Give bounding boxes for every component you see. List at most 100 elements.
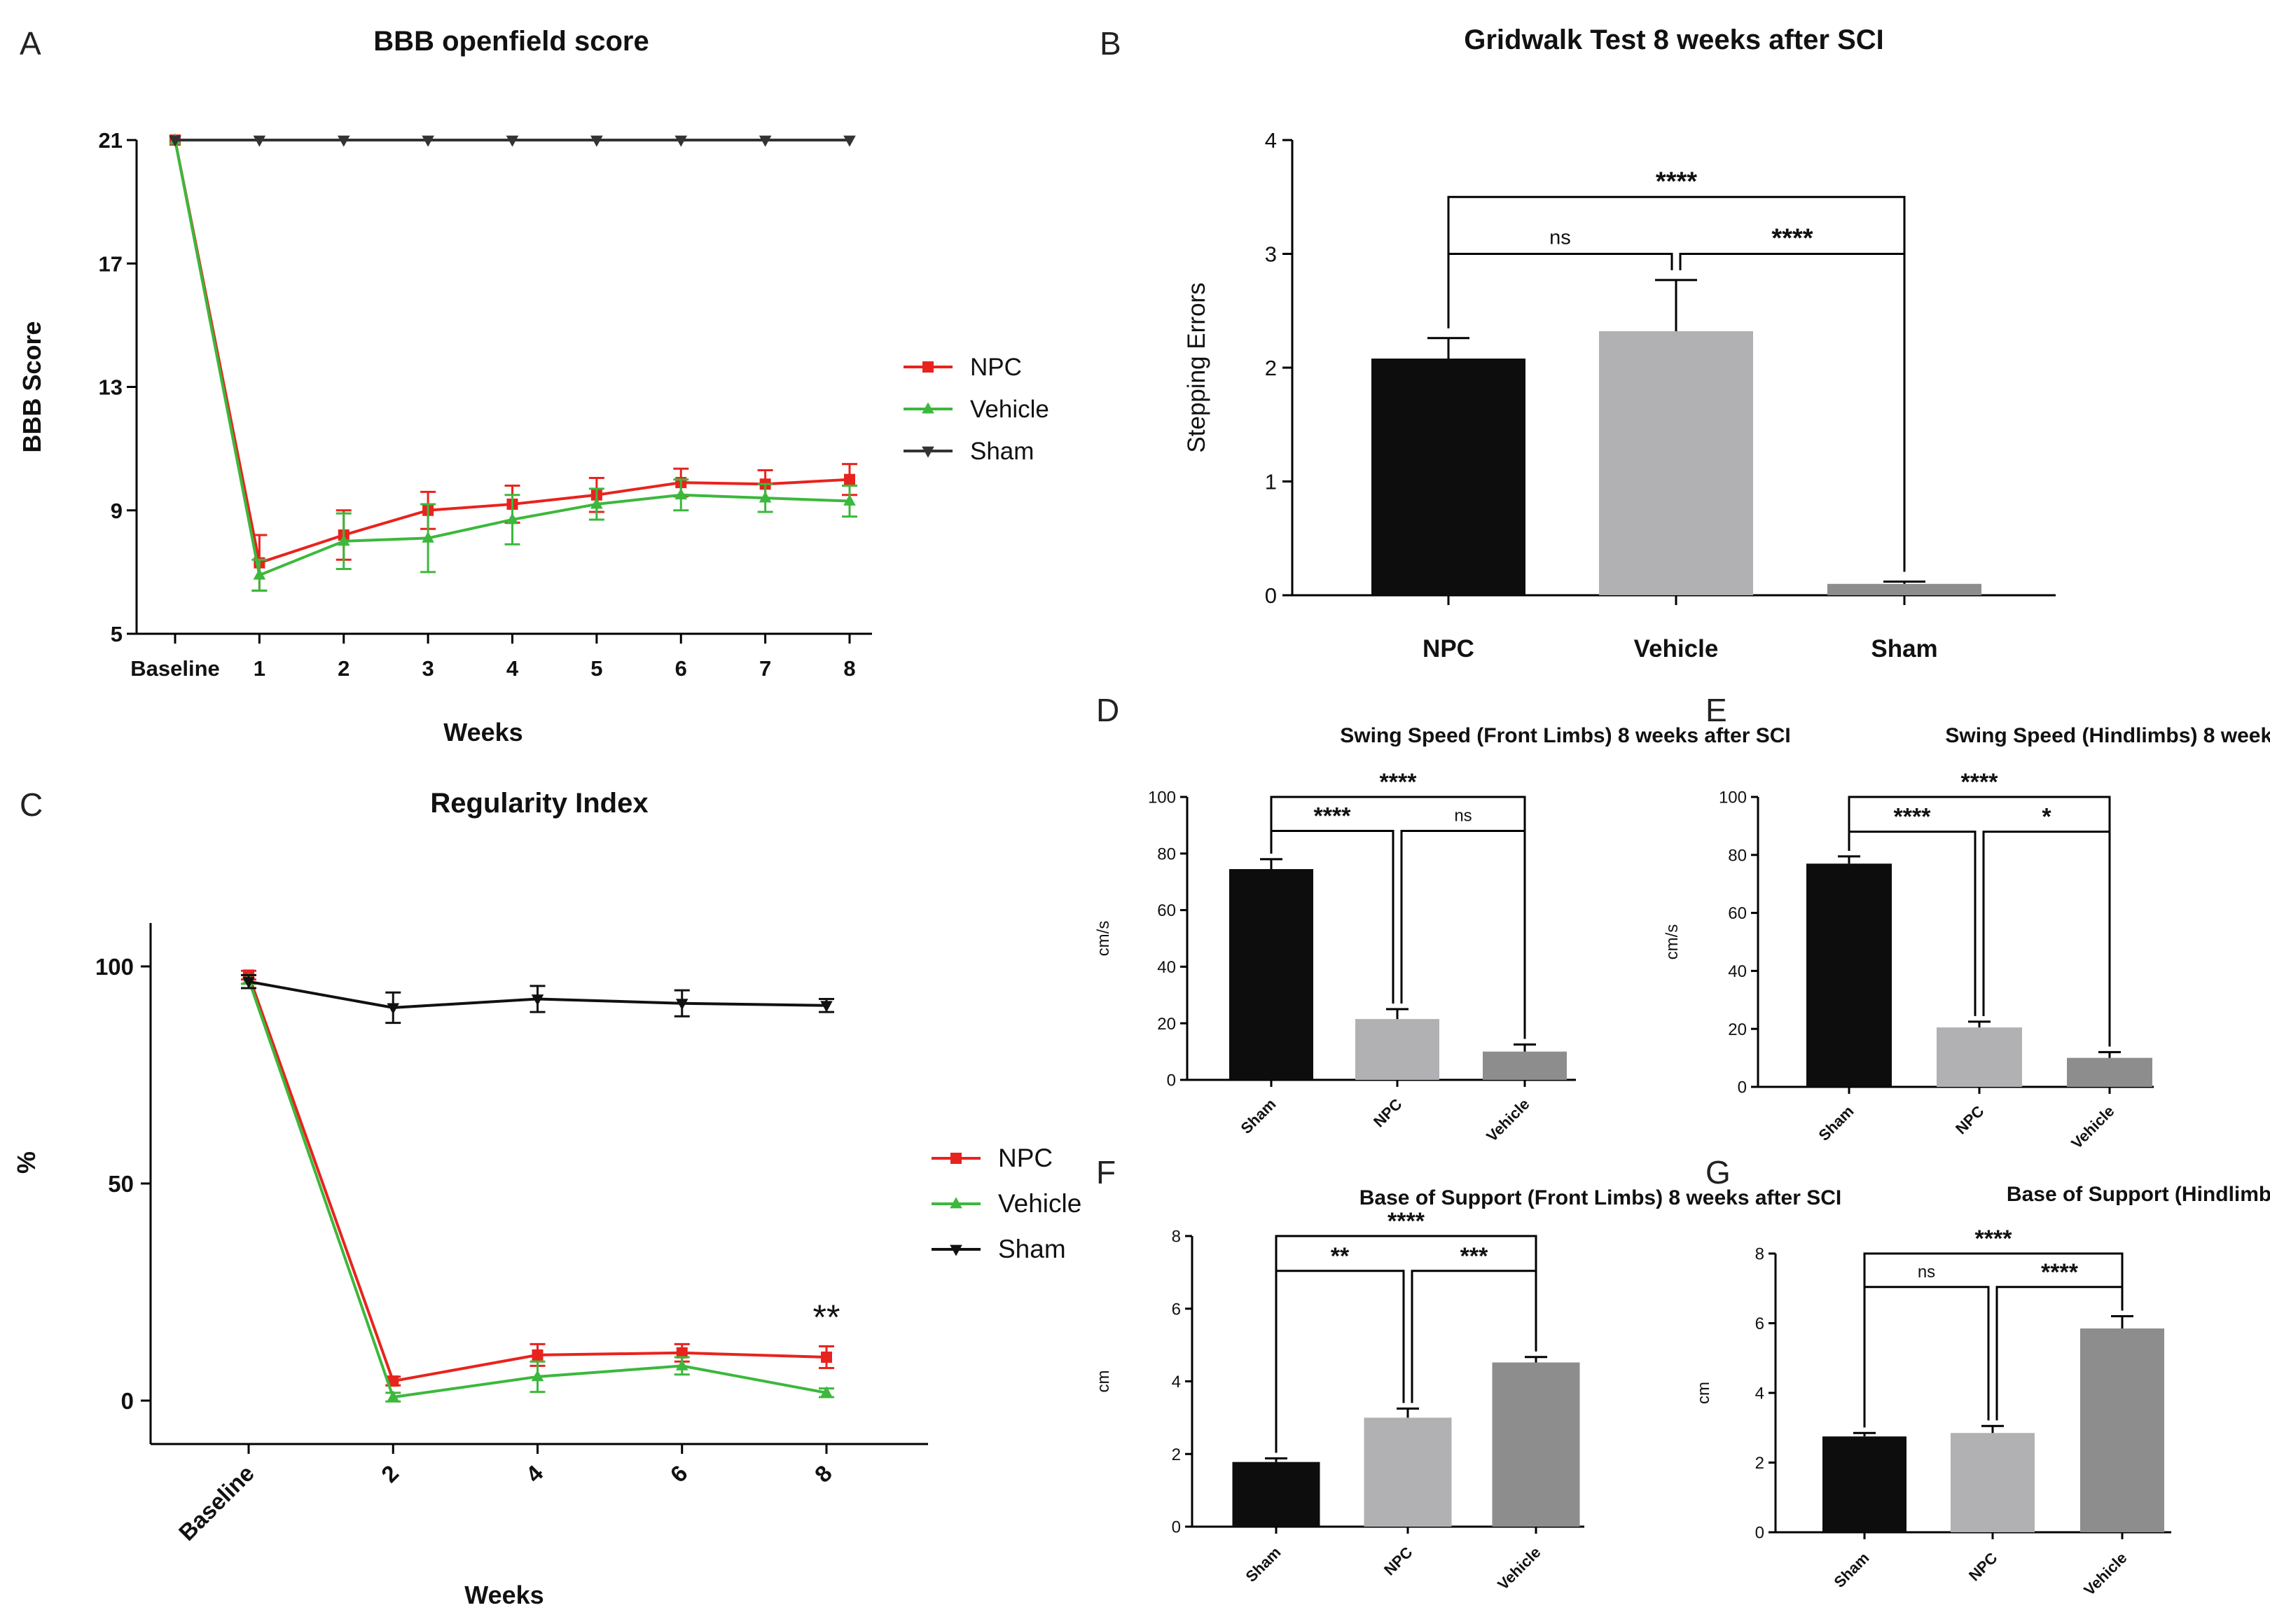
marker-triangle-up bbox=[922, 402, 934, 414]
y-tick-label: 20 bbox=[1157, 1015, 1176, 1034]
x-tick-label: 7 bbox=[759, 656, 771, 681]
legend-label-sham: Sham bbox=[998, 1235, 1066, 1263]
y-tick-label: 4 bbox=[1265, 128, 1277, 153]
marker-triangle-up bbox=[950, 1197, 962, 1209]
series-line-npc bbox=[247, 974, 827, 1383]
y-tick-label: 100 bbox=[1148, 789, 1176, 807]
marker-triangle-up bbox=[843, 494, 856, 506]
marker-triangle-up bbox=[675, 1359, 688, 1370]
marker-triangle-up bbox=[531, 1370, 544, 1382]
panel-G: G Base of Support (Hindlimbs) 8 weeks aft… bbox=[1694, 1154, 2270, 1599]
x-tick-label: Vehicle bbox=[1494, 1543, 1544, 1593]
x-tick-label: 6 bbox=[665, 1460, 693, 1487]
bar-npc bbox=[1355, 1019, 1439, 1080]
marker-square bbox=[676, 1347, 688, 1359]
marker-triangle-down bbox=[759, 135, 772, 147]
bar-npc bbox=[1937, 1027, 2022, 1087]
panel-E: E Swing Speed (Hindlimbs) 8 weeks after S… bbox=[1663, 692, 2270, 1152]
y-tick-label: 1 bbox=[1265, 470, 1277, 494]
significance-bracket bbox=[1679, 253, 1906, 572]
significance-label: **** bbox=[2041, 1259, 2079, 1286]
significance-bracket bbox=[1270, 829, 1394, 1004]
significance-label: ns bbox=[1454, 806, 1472, 825]
marker-square bbox=[532, 1349, 544, 1361]
legend-label-vehicle: Vehicle bbox=[970, 396, 1049, 423]
bar-sham bbox=[1822, 1436, 1906, 1532]
x-tick-label: Sham bbox=[1830, 1549, 1872, 1591]
marker-triangle-up bbox=[590, 497, 603, 509]
y-tick-label: 0 bbox=[121, 1388, 134, 1414]
y-tick-label: 0 bbox=[1738, 1078, 1747, 1097]
y-tick-label: 2 bbox=[1172, 1445, 1181, 1464]
significance-bracket bbox=[1863, 1286, 1990, 1428]
x-tick-label: 5 bbox=[590, 656, 602, 681]
marker-triangle-up bbox=[387, 1390, 400, 1402]
significance-label: **** bbox=[1975, 1226, 2013, 1252]
y-tick-label: 6 bbox=[1172, 1300, 1181, 1319]
chart-title: Gridwalk Test 8 weeks after SCI bbox=[1464, 25, 1884, 55]
x-tick-label: NPC bbox=[1380, 1543, 1416, 1579]
y-tick-label: 17 bbox=[99, 251, 123, 276]
x-tick-label: 2 bbox=[376, 1460, 403, 1487]
panel-B: B Gridwalk Test 8 weeks after SCI 0 1 2 3 4 Ste… bbox=[1100, 25, 2056, 662]
x-tick-label: Sham bbox=[1242, 1543, 1284, 1585]
y-axis-label: cm/s bbox=[1663, 924, 1682, 960]
x-tick-label: NPC bbox=[1952, 1102, 1988, 1138]
significance-bracket bbox=[1848, 831, 1977, 1016]
significance-label: **** bbox=[1380, 769, 1418, 796]
bar-sham bbox=[1232, 1462, 1320, 1527]
panel-C: C Regularity Index 0 50 100% Baseline 2 4 6 8 Week… bbox=[12, 786, 1081, 1609]
x-tick-label: Vehicle bbox=[2080, 1549, 2130, 1599]
significance-label: *** bbox=[1460, 1243, 1488, 1270]
x-tick-label: Vehicle bbox=[2068, 1102, 2117, 1152]
chart-title: Base of Support (Hindlimbs) 8 weeks afte… bbox=[2007, 1183, 2270, 1206]
marker-triangle-down bbox=[950, 1244, 962, 1256]
marker-triangle-down bbox=[169, 135, 181, 147]
marker-square bbox=[950, 1153, 962, 1164]
y-tick-label: 13 bbox=[99, 375, 123, 400]
panel-label: F bbox=[1096, 1154, 1116, 1191]
significance-label: **** bbox=[1894, 804, 1932, 831]
significance-bracket bbox=[1411, 1270, 1537, 1403]
panel-F: F Base of Support (Front Limbs) 8 weeks a… bbox=[1094, 1154, 1841, 1593]
marker-triangle-up bbox=[337, 534, 350, 546]
marker-triangle-down bbox=[253, 135, 266, 147]
marker-square bbox=[821, 1352, 832, 1363]
legend-label-sham: Sham bbox=[970, 438, 1034, 465]
bar-vehicle bbox=[2080, 1328, 2164, 1532]
x-tick-label: 4 bbox=[506, 656, 519, 681]
significance-label: ** bbox=[1331, 1243, 1350, 1270]
y-tick-label: 0 bbox=[1265, 583, 1277, 608]
bar-sham bbox=[1827, 583, 1981, 595]
y-tick-label: 2 bbox=[1265, 356, 1277, 380]
x-tick-label: Vehicle bbox=[1634, 635, 1719, 662]
x-tick-label: 2 bbox=[338, 656, 350, 681]
marker-triangle-down bbox=[922, 446, 934, 458]
legend-label-npc: NPC bbox=[970, 354, 1022, 381]
y-tick-label: 100 bbox=[1719, 789, 1747, 807]
marker-triangle-down bbox=[337, 135, 350, 147]
y-tick-label: 40 bbox=[1157, 958, 1176, 977]
y-tick-label: 9 bbox=[111, 499, 123, 523]
significance-label: **** bbox=[1314, 803, 1352, 829]
series-line-vehicle bbox=[247, 978, 827, 1399]
y-tick-label: 80 bbox=[1157, 845, 1176, 863]
marker-triangle-down bbox=[675, 999, 688, 1011]
marker-triangle-down bbox=[674, 135, 688, 147]
y-tick-label: 4 bbox=[1755, 1384, 1764, 1403]
marker-triangle-up bbox=[422, 531, 434, 543]
x-tick-label: Vehicle bbox=[1483, 1095, 1532, 1145]
y-tick-label: 60 bbox=[1157, 901, 1176, 920]
marker-triangle-down bbox=[506, 135, 519, 147]
chart-title: Base of Support (Front Limbs) 8 weeks af… bbox=[1359, 1186, 1841, 1209]
x-tick-label: 1 bbox=[254, 656, 265, 681]
y-tick-label: 21 bbox=[99, 128, 123, 153]
panel-label: E bbox=[1705, 692, 1727, 728]
bar-npc bbox=[1951, 1433, 2035, 1532]
x-tick-label: 8 bbox=[810, 1460, 837, 1487]
significance-bracket bbox=[1447, 253, 1673, 328]
y-tick-label: 8 bbox=[1172, 1228, 1181, 1247]
significance-bracket bbox=[1995, 1286, 2124, 1421]
marker-triangle-down bbox=[820, 1001, 833, 1013]
